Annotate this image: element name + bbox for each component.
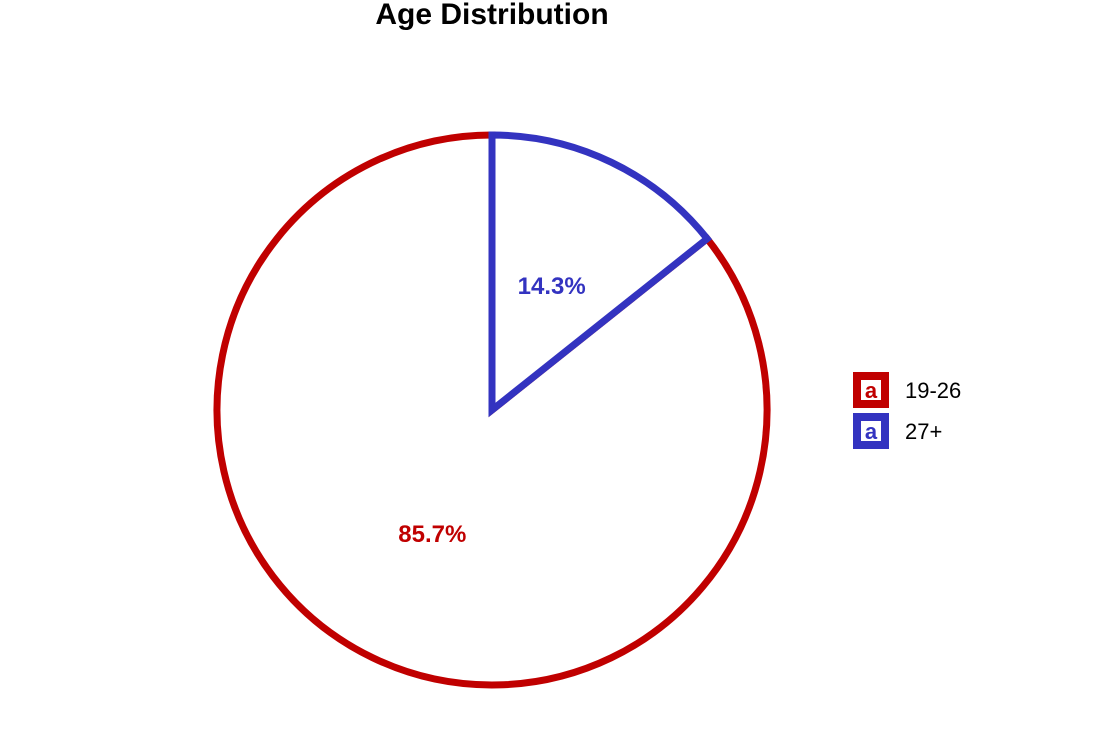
legend-key-inner-19-26 bbox=[861, 380, 881, 400]
legend-key-letter-19-26: a bbox=[865, 378, 878, 403]
legend-label-19-26: 19-26 bbox=[905, 378, 961, 403]
legend-key-inner-27+ bbox=[861, 421, 881, 441]
pie-slices bbox=[213, 131, 771, 689]
pie-slice-labels: 85.7% 14.3% bbox=[398, 273, 585, 548]
legend-key-letter-27+: a bbox=[865, 419, 878, 444]
legend-item-27+: a 27+ bbox=[853, 413, 942, 449]
chart-title: Age Distribution bbox=[375, 0, 608, 31]
legend-item-19-26: a 19-26 bbox=[853, 372, 961, 408]
slice-label-19-26: 85.7% bbox=[398, 521, 466, 548]
pie-slice-27+ bbox=[488, 131, 713, 418]
slice-label-27+: 14.3% bbox=[518, 273, 586, 300]
legend: a 19-26 a 27+ bbox=[853, 372, 961, 449]
legend-label-27+: 27+ bbox=[905, 419, 942, 444]
